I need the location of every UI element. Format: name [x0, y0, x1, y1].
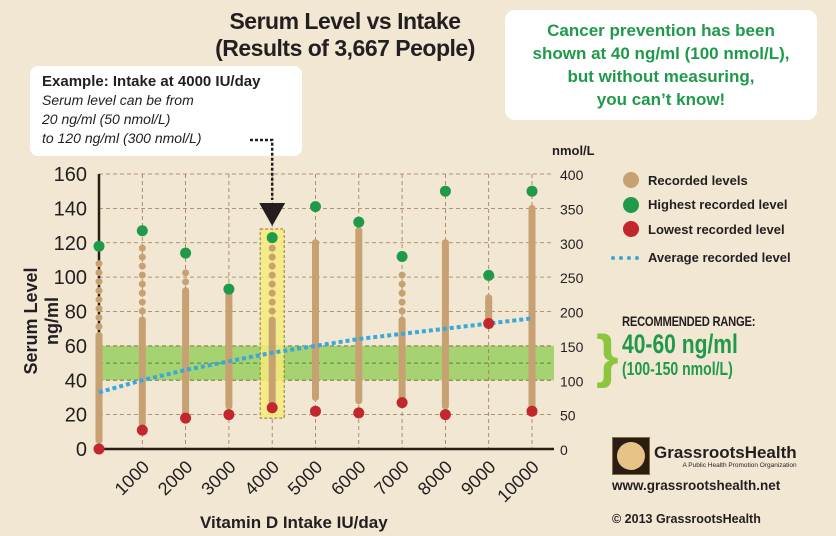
recommended-nmol: (100-150 nmol/L)	[622, 359, 733, 379]
y2-tick-label: 100	[560, 373, 584, 389]
highest-point	[93, 240, 105, 252]
x-axis-label: Vitamin D Intake IU/day	[200, 513, 388, 532]
lowest-point	[310, 405, 321, 417]
highest-point	[310, 201, 321, 213]
callout-line: shown at 40 ng/ml (100 nmol/L),	[532, 44, 790, 63]
lowest-point	[439, 409, 451, 421]
callout-line: Cancer prevention has been	[547, 21, 775, 40]
y2-tick-label: 300	[560, 236, 584, 252]
lowest-point	[266, 402, 278, 414]
y-axis-label: Serum Level ng/ml	[21, 267, 62, 375]
y2-tick-label: 0	[560, 442, 568, 458]
lowest-point	[526, 405, 538, 417]
x-tick-label: 3000	[197, 457, 239, 499]
tan-dot-icon	[623, 172, 639, 189]
chart-title: Serum Level vs Intake (Results of 3,667 …	[150, 8, 540, 62]
legend-item: Recorded levels	[623, 168, 791, 193]
lowest-point	[483, 318, 495, 330]
brand-logo: GrassrootsHealth A Public Health Promoti…	[612, 437, 797, 475]
y2-axis-label: nmol/L	[552, 143, 595, 158]
legend: Recorded levels Highest recorded level L…	[611, 168, 791, 270]
x-tick-label: 4000	[241, 457, 283, 499]
x-tick-label: 10000	[493, 457, 543, 507]
y2-tick-label: 400	[560, 167, 584, 183]
y2-tick-label: 150	[560, 339, 584, 355]
legend-label: Average recorded level	[648, 250, 791, 266]
brand-name: GrassrootsHealth	[654, 442, 797, 462]
lowest-point	[353, 407, 365, 419]
highest-point	[353, 216, 365, 228]
x-tick-label: 7000	[370, 457, 412, 499]
callout-line: you can’t know!	[596, 90, 726, 109]
y-tick-label: 160	[54, 164, 87, 186]
legend-item: Highest recorded level	[623, 193, 791, 218]
brand-tagline: A Public Health Promotion Organization	[682, 461, 797, 469]
legend-item: Average recorded level	[611, 246, 791, 271]
legend-label: Lowest recorded level	[648, 221, 785, 237]
highest-point	[439, 185, 451, 197]
highest-point	[483, 269, 495, 281]
recommended-ng: 40-60 ng/ml	[622, 329, 738, 359]
highest-point	[396, 251, 408, 262]
y-tick-label: 40	[65, 370, 87, 392]
example-line: to 120 ng/ml (300 nmol/L)	[42, 130, 202, 146]
pointer-line	[250, 138, 274, 200]
y2-tick-label: 250	[560, 270, 584, 286]
y-tick-label: 0	[76, 439, 87, 461]
y-tick-label: 80	[65, 302, 87, 324]
red-dot-icon	[623, 221, 639, 238]
brace-icon: }	[596, 324, 619, 389]
lowest-point	[180, 412, 192, 424]
x-tick-label: 6000	[327, 457, 369, 499]
brand-url[interactable]: www.grassrootshealth.net	[612, 478, 781, 493]
y-tick-label: 140	[54, 198, 87, 220]
average-line	[98, 316, 533, 395]
example-box: Example: Intake at 4000 IU/day Serum lev…	[30, 66, 302, 156]
arrow-down-icon	[259, 203, 286, 226]
highest-point	[223, 283, 235, 295]
lowest-point	[223, 409, 235, 421]
recommended-range: RECOMMENDED RANGE: 40-60 ng/ml (100-150 …	[622, 313, 789, 380]
cancer-prevention-callout: Cancer prevention has been shown at 40 n…	[505, 10, 817, 120]
subtitle-line: (Results of 3,667 People)	[215, 35, 475, 61]
title-line: Serum Level vs Intake	[229, 8, 461, 34]
y2-tick-label: 50	[560, 408, 576, 424]
dotted-line-icon	[611, 255, 639, 260]
highest-point	[136, 225, 148, 237]
green-dot-icon	[623, 196, 639, 213]
lowest-point	[396, 397, 408, 409]
y-tick-label: 20	[65, 405, 87, 427]
x-tick-label: 2000	[154, 457, 196, 499]
y2-tick-label: 200	[560, 305, 584, 321]
y-tick-label: 120	[54, 233, 87, 255]
y2-tick-label: 350	[560, 201, 584, 217]
legend-label: Recorded levels	[648, 172, 748, 188]
vitruvian-logo-icon	[612, 437, 650, 475]
callout-line: but without measuring,	[567, 67, 755, 86]
highest-point	[180, 247, 192, 259]
copyright: © 2013 GrassrootsHealth	[612, 512, 761, 526]
lowest-point	[93, 443, 105, 455]
highest-point	[266, 232, 278, 244]
example-line: 20 ng/ml (50 nmol/L)	[42, 111, 171, 127]
recommended-title: RECOMMENDED RANGE:	[622, 313, 756, 329]
legend-label: Highest recorded level	[648, 197, 788, 213]
legend-item: Lowest recorded level	[623, 217, 791, 242]
highest-point	[526, 185, 538, 197]
lowest-point	[136, 424, 148, 436]
x-tick-label: 5000	[284, 457, 326, 499]
y-tick-label: 60	[65, 336, 87, 358]
x-tick-label: 1000	[111, 457, 153, 499]
example-heading: Example: Intake at 4000 IU/day	[42, 73, 261, 90]
y-tick-label: 100	[54, 267, 87, 289]
x-tick-label: 8000	[414, 457, 456, 499]
example-line: Serum level can be from	[42, 92, 194, 108]
